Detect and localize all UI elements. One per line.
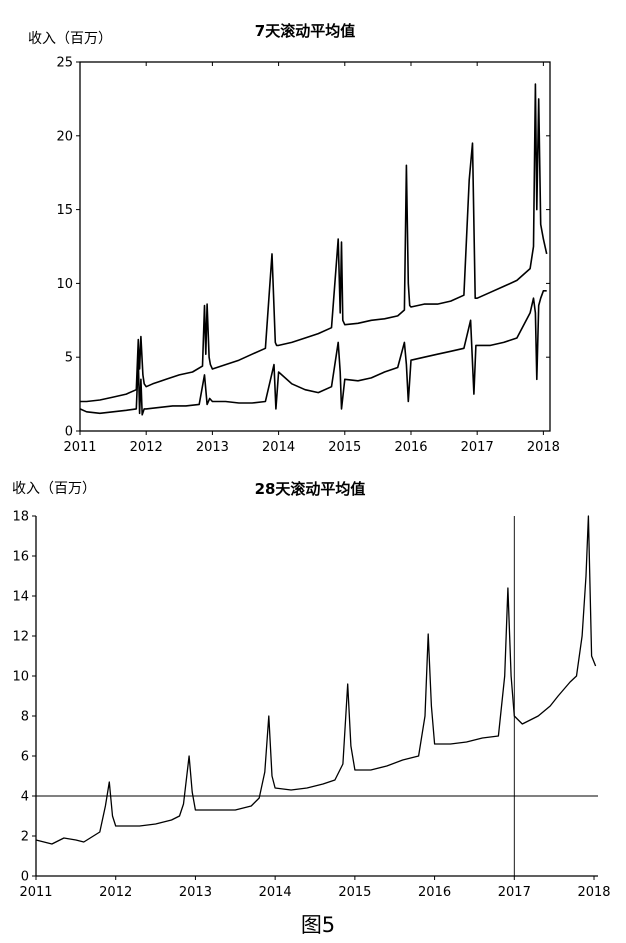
x-tick-label: 2017 — [498, 885, 531, 900]
x-tick-label: 2014 — [259, 885, 292, 900]
y-tick-label: 25 — [56, 56, 73, 71]
y-tick-label: 12 — [12, 630, 29, 645]
y-tick-label: 20 — [56, 129, 73, 144]
plot-frame — [79, 61, 551, 432]
y-tick-label: 8 — [21, 710, 29, 725]
x-tick-label: 2012 — [130, 440, 163, 455]
y-tick-label: 0 — [65, 425, 73, 440]
x-tick-label: 2013 — [179, 885, 212, 900]
series-line-2 — [79, 289, 547, 416]
x-tick-label: 2018 — [527, 440, 560, 455]
x-tick-label: 2015 — [328, 440, 361, 455]
series-line-1 — [35, 515, 597, 845]
x-tick-label: 2015 — [338, 885, 371, 900]
x-tick-label: 2016 — [418, 885, 451, 900]
y-tick-label: 0 — [21, 870, 29, 885]
figure-caption: 图5 — [301, 913, 335, 937]
y-tick-label: 14 — [12, 590, 29, 605]
y-tick-label: 10 — [12, 670, 29, 685]
x-tick-label: 2011 — [63, 440, 96, 455]
y-tick-label: 4 — [21, 790, 29, 805]
y-axis-label: 收入（百万） — [28, 31, 112, 47]
y-tick-label: 10 — [56, 277, 73, 292]
y-tick-label: 5 — [65, 351, 73, 366]
x-tick-label: 2011 — [19, 885, 52, 900]
y-tick-label: 15 — [56, 203, 73, 218]
y-tick-label: 6 — [21, 750, 29, 765]
x-tick-label: 2018 — [577, 885, 610, 900]
y-tick-label: 18 — [12, 510, 29, 525]
y-tick-label: 2 — [21, 830, 29, 845]
x-tick-label: 2012 — [99, 885, 132, 900]
chart-7day-rolling-average: 7天滚动平均值 收入（百万） 0 5 10 15 20 25 2011 2012 2013 201… — [28, 22, 560, 455]
x-tick-label: 2016 — [394, 440, 427, 455]
x-tick-label: 2013 — [196, 440, 229, 455]
y-tick-label: 16 — [12, 550, 29, 565]
chart-title: 7天滚动平均值 — [255, 22, 355, 40]
x-tick-label: 2014 — [262, 440, 295, 455]
series-line-1 — [80, 83, 548, 403]
y-axis-label: 收入（百万） — [12, 481, 96, 497]
x-tick-label: 2017 — [461, 440, 494, 455]
chart-title: 28天滚动平均值 — [255, 480, 366, 498]
